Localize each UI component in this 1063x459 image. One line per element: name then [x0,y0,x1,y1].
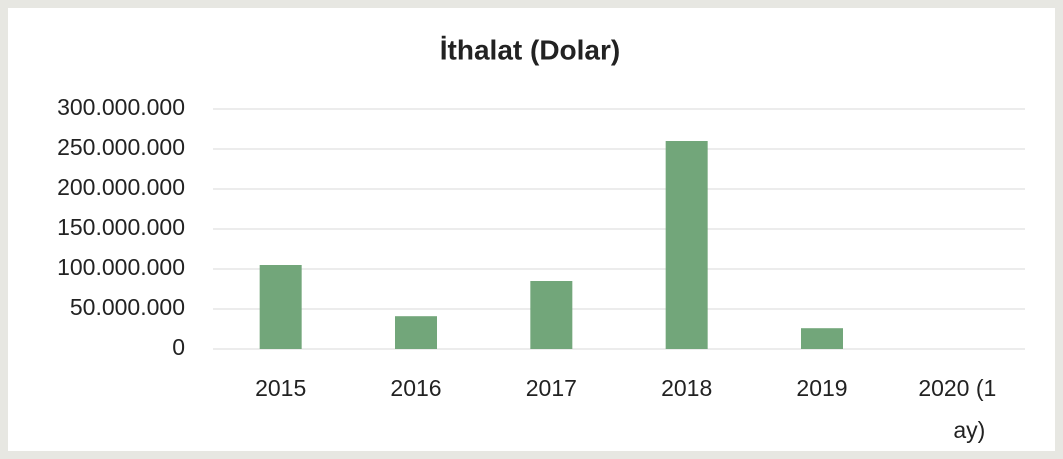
y-tick-label: 0 [172,334,185,360]
y-tick-label: 300.000.000 [57,94,185,120]
y-tick-label: 150.000.000 [57,214,185,240]
y-tick-label: 100.000.000 [57,254,185,280]
chart-title: İthalat (Dolar) [440,34,620,65]
bar [395,316,437,349]
x-tick-label: 2016 [390,375,441,401]
bar [259,265,302,349]
x-tick-label: 2018 [661,375,712,401]
x-tick-label: 2017 [526,375,577,401]
x-tick-label: 2015 [255,375,306,401]
bar [801,328,843,349]
y-tick-label: 250.000.000 [57,134,185,160]
y-tick-label: 50.000.000 [70,294,185,320]
x-tick-label: 2020 (1 ay) [918,375,996,443]
x-tick-label: 2019 [796,375,847,401]
bar [530,281,573,349]
bar [665,141,708,349]
y-tick-label: 200.000.000 [57,174,185,200]
